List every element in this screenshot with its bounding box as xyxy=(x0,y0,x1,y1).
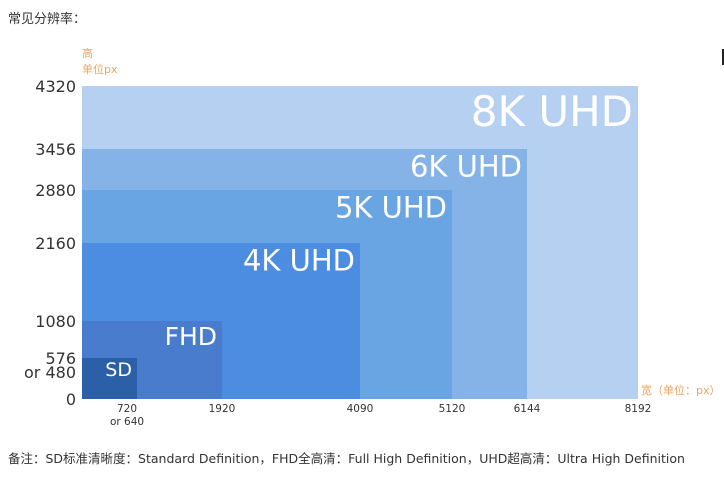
y-axis-title: 高 xyxy=(82,46,93,60)
page-heading: 常见分辨率： xyxy=(8,12,87,27)
x-tick-label: 5120 xyxy=(439,403,466,415)
x-tick-label: 8192 xyxy=(625,403,652,415)
x-tick-label: 4090 xyxy=(347,403,374,415)
y-tick-label: 3456 xyxy=(35,140,76,159)
y-tick-label: 2160 xyxy=(35,234,76,253)
y-tick-label: or 480 xyxy=(24,363,76,382)
x-tick-label: 720 xyxy=(117,403,137,415)
resolution-chart: 8K UHD 6K UHD 5K UHD 4K UHD FHD SD 4320 3456 28… xyxy=(24,46,721,428)
x-tick-label: or 640 xyxy=(110,416,144,428)
x-tick-label: 1920 xyxy=(209,403,236,415)
y-axis-title: 单位px xyxy=(82,62,118,76)
label-6k-uhd: 6K UHD xyxy=(410,150,522,184)
y-tick-label: 4320 xyxy=(35,77,76,96)
y-tick-label: 0 xyxy=(66,390,76,409)
label-sd: SD xyxy=(105,359,132,381)
label-fhd: FHD xyxy=(165,322,217,351)
y-tick-label: 576 xyxy=(45,349,76,368)
y-tick-label: 2880 xyxy=(35,181,76,200)
edge-divider xyxy=(722,49,724,65)
label-5k-uhd: 5K UHD xyxy=(335,191,447,225)
x-tick-label: 6144 xyxy=(514,403,541,415)
area-sd xyxy=(82,358,137,399)
x-axis-title: 宽（单位：px） xyxy=(641,383,721,397)
resolution-labels: 8K UHD 6K UHD 5K UHD 4K UHD FHD SD xyxy=(105,87,633,381)
y-tick-label: 1080 xyxy=(35,312,76,331)
resolution-areas xyxy=(82,86,638,399)
label-8k-uhd: 8K UHD xyxy=(471,87,633,136)
label-4k-uhd: 4K UHD xyxy=(243,244,355,278)
footnote: 备注：SD标准清晰度：Standard Definition，FHD全高清：Fu… xyxy=(8,451,685,466)
